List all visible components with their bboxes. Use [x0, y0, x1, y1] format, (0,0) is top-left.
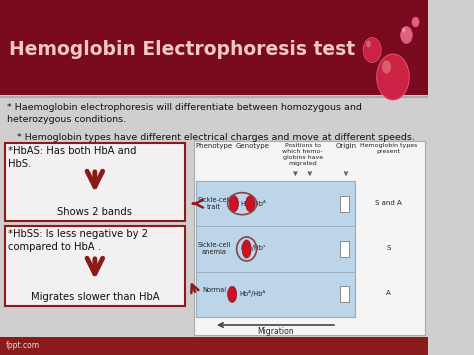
- Ellipse shape: [377, 54, 409, 100]
- Ellipse shape: [363, 38, 381, 62]
- Text: * Hemoglobin types have different electrical charges and move at different speed: * Hemoglobin types have different electr…: [11, 133, 415, 142]
- Text: Migrates slower than HbA: Migrates slower than HbA: [30, 292, 159, 302]
- Text: Hbᴬ/Hbᴬ: Hbᴬ/Hbᴬ: [240, 290, 266, 297]
- Ellipse shape: [401, 27, 412, 44]
- Ellipse shape: [366, 40, 371, 48]
- Text: Hemoglobin Electrophoresis test: Hemoglobin Electrophoresis test: [9, 40, 355, 59]
- Text: Hemoglobin types
present: Hemoglobin types present: [360, 143, 417, 154]
- FancyBboxPatch shape: [194, 141, 425, 335]
- Text: Migration: Migration: [257, 327, 294, 336]
- Text: Normal: Normal: [202, 287, 226, 293]
- Text: Genotype: Genotype: [236, 143, 270, 149]
- Text: * Haemoglobin electrophoresis will differentiate between homozygous and
heterozy: * Haemoglobin electrophoresis will diffe…: [7, 103, 362, 125]
- Text: *HbAS: Has both HbA and
HbS.: *HbAS: Has both HbA and HbS.: [8, 146, 137, 169]
- FancyBboxPatch shape: [5, 226, 185, 306]
- Text: Origin: Origin: [336, 143, 356, 149]
- Ellipse shape: [229, 196, 238, 212]
- Text: A: A: [386, 290, 391, 296]
- Ellipse shape: [402, 27, 406, 33]
- Ellipse shape: [242, 240, 251, 258]
- Text: Hbˢ/Hbᴬ: Hbˢ/Hbᴬ: [240, 200, 266, 207]
- FancyBboxPatch shape: [0, 0, 428, 95]
- FancyBboxPatch shape: [340, 286, 349, 302]
- FancyBboxPatch shape: [340, 241, 349, 257]
- Text: Sickle-cell
trait: Sickle-cell trait: [197, 197, 231, 210]
- Text: fppt.com: fppt.com: [5, 342, 39, 350]
- FancyBboxPatch shape: [340, 196, 349, 212]
- Ellipse shape: [412, 17, 419, 27]
- Text: *HbSS: Is less negative by 2
compared to HbA .: *HbSS: Is less negative by 2 compared to…: [8, 229, 148, 252]
- Ellipse shape: [228, 286, 237, 302]
- FancyBboxPatch shape: [0, 337, 428, 355]
- Text: S and A: S and A: [375, 200, 402, 206]
- Text: S: S: [386, 245, 391, 251]
- Ellipse shape: [246, 196, 255, 212]
- Text: Positions to
which hemo-
globins have
migrated: Positions to which hemo- globins have mi…: [283, 143, 323, 166]
- FancyBboxPatch shape: [0, 0, 428, 355]
- Text: Sickle-cell
anemia: Sickle-cell anemia: [197, 242, 231, 256]
- Text: Shows 2 bands: Shows 2 bands: [57, 207, 132, 217]
- Text: Phenotype: Phenotype: [195, 143, 233, 149]
- Text: Hbˢ/Hbˢ: Hbˢ/Hbˢ: [240, 245, 266, 251]
- Ellipse shape: [382, 60, 391, 73]
- FancyBboxPatch shape: [196, 181, 355, 317]
- FancyBboxPatch shape: [5, 143, 185, 221]
